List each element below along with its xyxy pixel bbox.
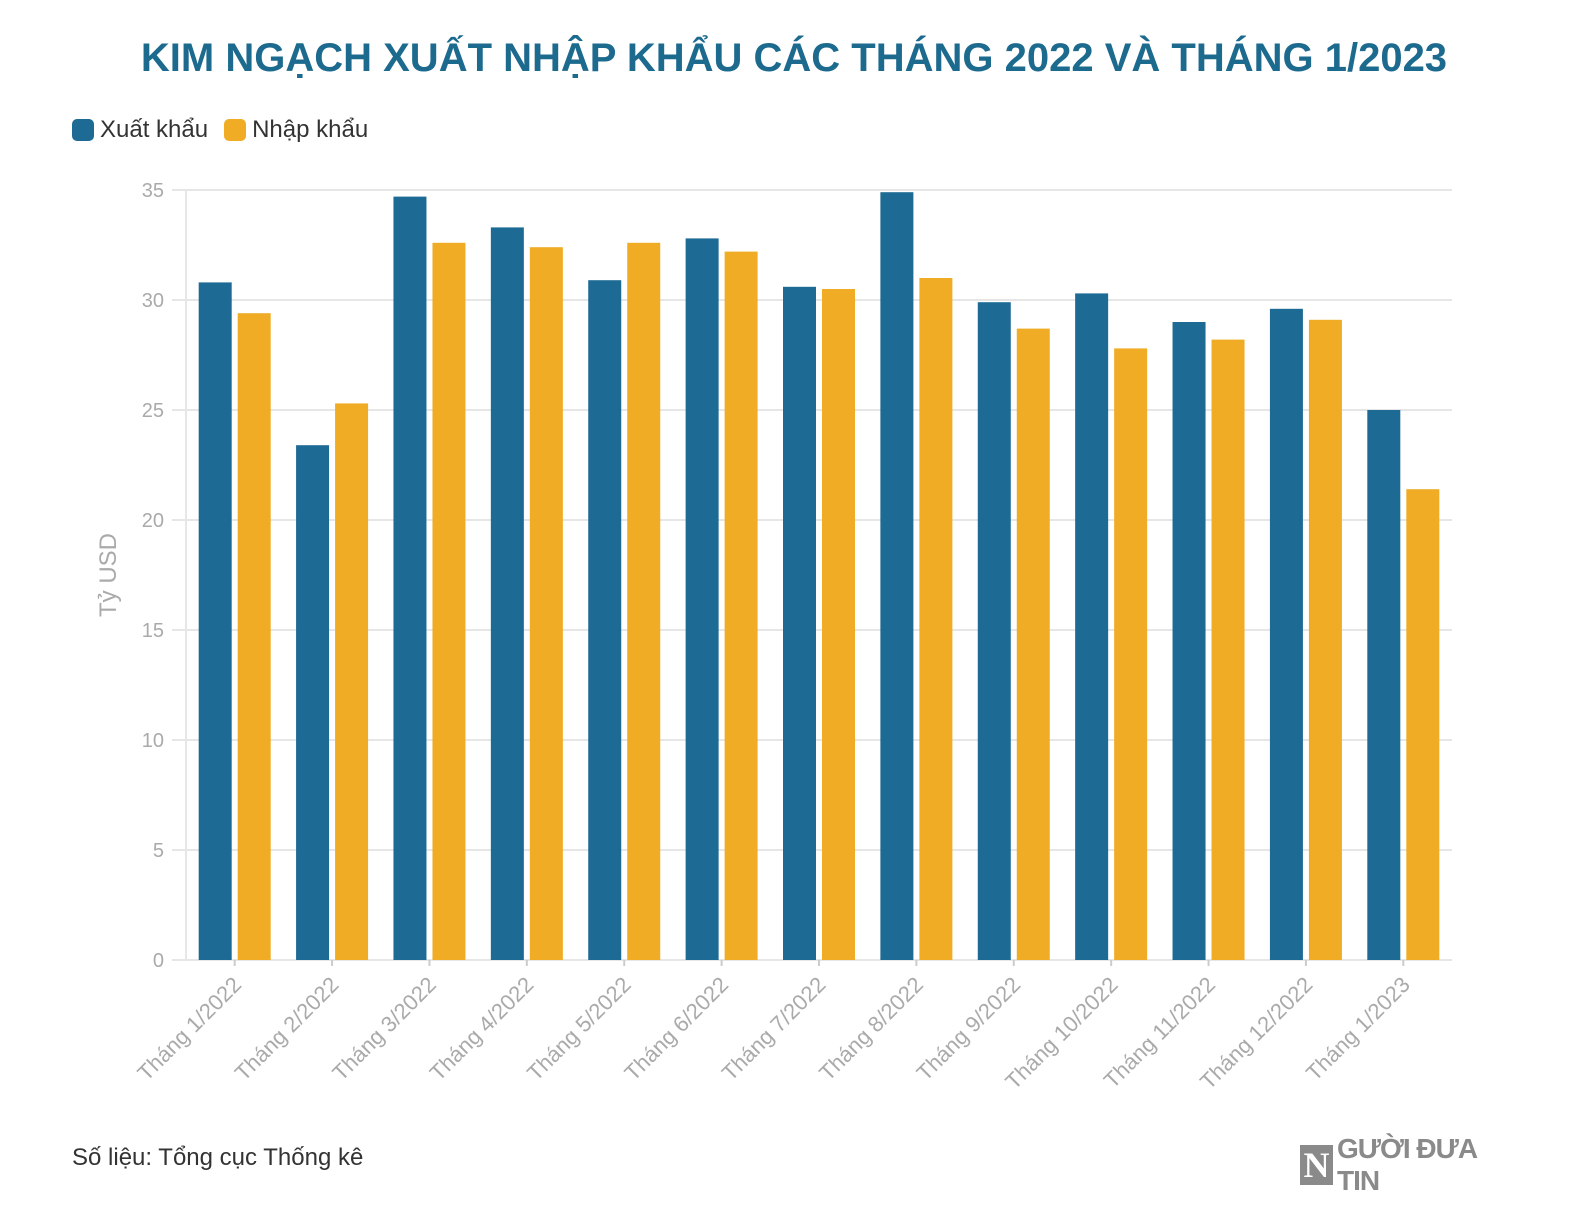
y-tick-label: 15: [142, 620, 164, 642]
y-tick-label: 25: [142, 400, 164, 422]
y-tick-label: 20: [142, 510, 164, 532]
legend-item-import: Nhập khẩu: [224, 116, 368, 144]
bar-import: [724, 251, 758, 961]
bar-import: [529, 247, 563, 960]
y-tick-label: 35: [142, 180, 164, 202]
bar-export: [1269, 308, 1303, 960]
legend-swatch-import: [224, 119, 247, 141]
bar-export: [1172, 322, 1206, 960]
bar-export: [393, 196, 427, 961]
bar-import: [1016, 328, 1050, 961]
legend-item-export: Xuất khẩu: [72, 116, 208, 144]
bar-import: [1114, 348, 1148, 960]
bar-import: [335, 403, 369, 960]
legend: Xuất khẩu Nhập khẩu: [72, 116, 384, 144]
bar-import: [1211, 339, 1245, 961]
y-tick-label: 0: [153, 950, 164, 972]
brand-logo: N GƯỜI ĐƯA TIN: [1300, 1133, 1492, 1196]
logo-text: GƯỜI ĐƯA TIN: [1336, 1133, 1477, 1196]
bar-export: [685, 238, 719, 960]
legend-swatch-export: [72, 119, 94, 141]
bar-export: [1075, 293, 1109, 960]
bar-import: [627, 242, 661, 961]
bar-export: [880, 192, 914, 960]
bar-import: [1406, 489, 1440, 960]
legend-label-import: Nhập khẩu: [252, 116, 369, 143]
y-tick-label: 30: [142, 290, 164, 312]
bar-export: [977, 302, 1011, 960]
bar-import: [1308, 319, 1342, 960]
legend-label-export: Xuất khẩu: [100, 116, 209, 143]
logo-mark: N: [1300, 1145, 1333, 1185]
bar-import: [822, 289, 855, 960]
bar-export: [490, 227, 524, 960]
bar-export: [783, 286, 816, 960]
bar-export: [1367, 410, 1401, 960]
chart-title: KIM NGẠCH XUẤT NHẬP KHẨU CÁC THÁNG 2022 …: [140, 36, 1448, 80]
x-tick-label: Tháng 1/2023: [1301, 972, 1415, 1086]
bar-import: [919, 278, 953, 960]
bar-export: [588, 280, 622, 960]
y-axis-title: Tỷ USD: [95, 533, 122, 617]
bar-import: [432, 242, 466, 961]
y-tick-label: 10: [142, 730, 164, 752]
bar-export: [198, 282, 232, 960]
bar-export: [296, 445, 330, 960]
source-note: Số liệu: Tổng cục Thống kê: [72, 1144, 364, 1171]
bar-import: [237, 313, 271, 960]
y-tick-label: 5: [153, 840, 164, 862]
